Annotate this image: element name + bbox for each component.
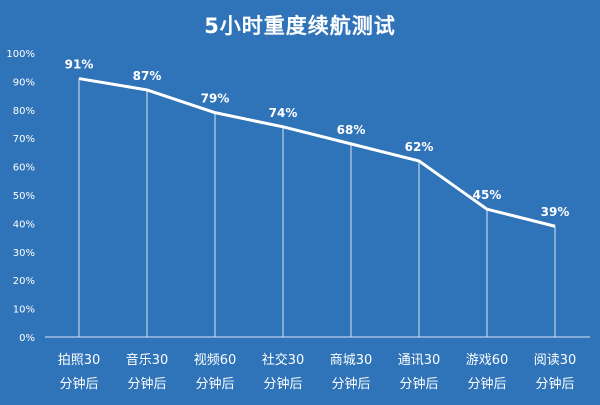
data-label: 45% — [473, 188, 502, 202]
x-tick-label: 分钟后 — [195, 376, 234, 392]
data-label: 74% — [269, 106, 298, 120]
x-tick-label: 商城30 — [330, 353, 373, 368]
y-tick-label: 60% — [13, 163, 35, 174]
y-tick-label: 20% — [13, 276, 35, 287]
data-label: 79% — [201, 92, 230, 106]
x-tick-label: 社交30 — [262, 352, 305, 368]
x-tick-label: 分钟后 — [331, 376, 370, 392]
x-tick-label: 分钟后 — [535, 376, 574, 392]
series-line — [78, 77, 556, 228]
data-label: 39% — [541, 205, 570, 219]
x-tick-label: 阅读30 — [534, 353, 577, 368]
y-tick-label: 30% — [13, 248, 35, 259]
x-tick-label: 分钟后 — [127, 376, 166, 392]
x-tick-label: 视频60 — [194, 353, 237, 368]
y-tick-label: 80% — [13, 106, 35, 117]
x-tick-label: 拍照30 — [58, 353, 101, 368]
x-tick-label: 分钟后 — [263, 376, 302, 392]
chart-title: 5小时重度续航测试 — [204, 14, 396, 38]
y-tick-label: 70% — [13, 134, 35, 145]
y-tick-label: 100% — [6, 49, 35, 60]
data-label: 87% — [133, 69, 162, 83]
y-tick-label: 40% — [13, 219, 35, 230]
data-label: 91% — [65, 58, 94, 72]
x-tick-label: 分钟后 — [59, 376, 98, 392]
y-tick-label: 90% — [13, 77, 35, 88]
x-tick-label: 通讯30 — [398, 353, 441, 368]
x-tick-label: 分钟后 — [399, 376, 438, 392]
y-tick-label: 50% — [13, 191, 35, 202]
data-label: 62% — [405, 140, 434, 154]
x-tick-label: 分钟后 — [467, 376, 506, 392]
y-tick-label: 10% — [13, 305, 35, 316]
y-tick-label: 0% — [19, 333, 35, 344]
x-tick-label: 游戏60 — [466, 353, 509, 368]
data-label: 68% — [337, 123, 366, 137]
x-tick-label: 音乐30 — [126, 352, 169, 368]
